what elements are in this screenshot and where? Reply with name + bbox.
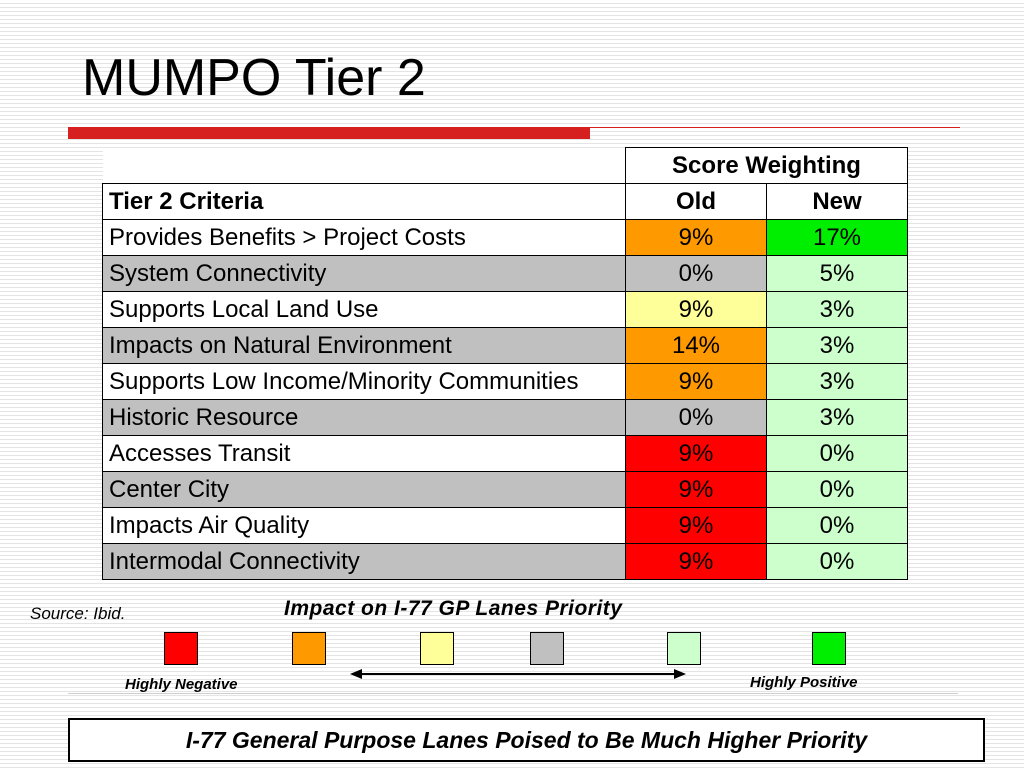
title-accent-line (590, 127, 960, 128)
table-row: Impacts Air Quality 9% 0% (102, 507, 908, 544)
double-arrow-icon (350, 669, 686, 679)
legend-swatch-slight-positive (667, 632, 701, 665)
criteria-name: Impacts on Natural Environment (102, 327, 626, 364)
legend-swatch-slight-negative (420, 632, 454, 665)
legend-swatch-highly-negative (164, 632, 198, 665)
criteria-table: Score Weighting Tier 2 Criteria Old New … (102, 147, 908, 580)
table-row: Supports Low Income/Minority Communities… (102, 363, 908, 400)
group-header-row: Score Weighting (102, 147, 908, 184)
old-weight: 9% (625, 507, 767, 544)
old-weight: 0% (625, 255, 767, 292)
new-weight: 0% (766, 435, 908, 472)
legend-swatch-negative (292, 632, 326, 665)
criteria-name: Supports Local Land Use (102, 291, 626, 328)
conclusion-banner: I-77 General Purpose Lanes Poised to Be … (68, 718, 985, 762)
table-row: Intermodal Connectivity 9% 0% (102, 543, 908, 580)
legend-swatch-neutral (530, 632, 564, 665)
score-weighting-header: Score Weighting (625, 147, 908, 184)
source-note: Source: Ibid. (30, 604, 126, 623)
criteria-name: Historic Resource (102, 399, 626, 436)
old-weight: 9% (625, 435, 767, 472)
old-weight: 9% (625, 471, 767, 508)
table-row: Supports Local Land Use 9% 3% (102, 291, 908, 328)
new-column-header: New (766, 183, 908, 220)
table-row: System Connectivity 0% 5% (102, 255, 908, 292)
new-weight: 3% (766, 291, 908, 328)
new-weight: 3% (766, 327, 908, 364)
legend-high-label: Highly Positive (750, 674, 858, 691)
legend-title: Impact on I-77 GP Lanes Priority (284, 597, 623, 620)
criteria-name: Supports Low Income/Minority Communities (102, 363, 626, 400)
table-row: Provides Benefits > Project Costs 9% 17% (102, 219, 908, 256)
title-accent-bar (68, 127, 590, 139)
criteria-name: Intermodal Connectivity (102, 543, 626, 580)
old-weight: 14% (625, 327, 767, 364)
group-header-spacer (102, 147, 626, 184)
criteria-name: Accesses Transit (102, 435, 626, 472)
new-weight: 17% (766, 219, 908, 256)
new-weight: 0% (766, 471, 908, 508)
table-row: Historic Resource 0% 3% (102, 399, 908, 436)
old-weight: 9% (625, 363, 767, 400)
old-weight: 9% (625, 219, 767, 256)
new-weight: 0% (766, 507, 908, 544)
legend-divider (68, 693, 958, 694)
column-header-row: Tier 2 Criteria Old New (102, 183, 908, 220)
new-weight: 3% (766, 399, 908, 436)
criteria-name: System Connectivity (102, 255, 626, 292)
table-row: Impacts on Natural Environment 14% 3% (102, 327, 908, 364)
old-weight: 9% (625, 291, 767, 328)
criteria-name: Center City (102, 471, 626, 508)
old-weight: 9% (625, 543, 767, 580)
table-row: Accesses Transit 9% 0% (102, 435, 908, 472)
legend-low-label: Highly Negative (125, 676, 238, 693)
criteria-table-container: Score Weighting Tier 2 Criteria Old New … (102, 147, 908, 580)
slide-title: MUMPO Tier 2 (82, 49, 426, 107)
new-weight: 0% (766, 543, 908, 580)
old-weight: 0% (625, 399, 767, 436)
legend-swatch-highly-positive (812, 632, 846, 665)
old-column-header: Old (625, 183, 767, 220)
criteria-name: Impacts Air Quality (102, 507, 626, 544)
new-weight: 5% (766, 255, 908, 292)
new-weight: 3% (766, 363, 908, 400)
table-row: Center City 9% 0% (102, 471, 908, 508)
criteria-name: Provides Benefits > Project Costs (102, 219, 626, 256)
criteria-column-header: Tier 2 Criteria (102, 183, 626, 220)
